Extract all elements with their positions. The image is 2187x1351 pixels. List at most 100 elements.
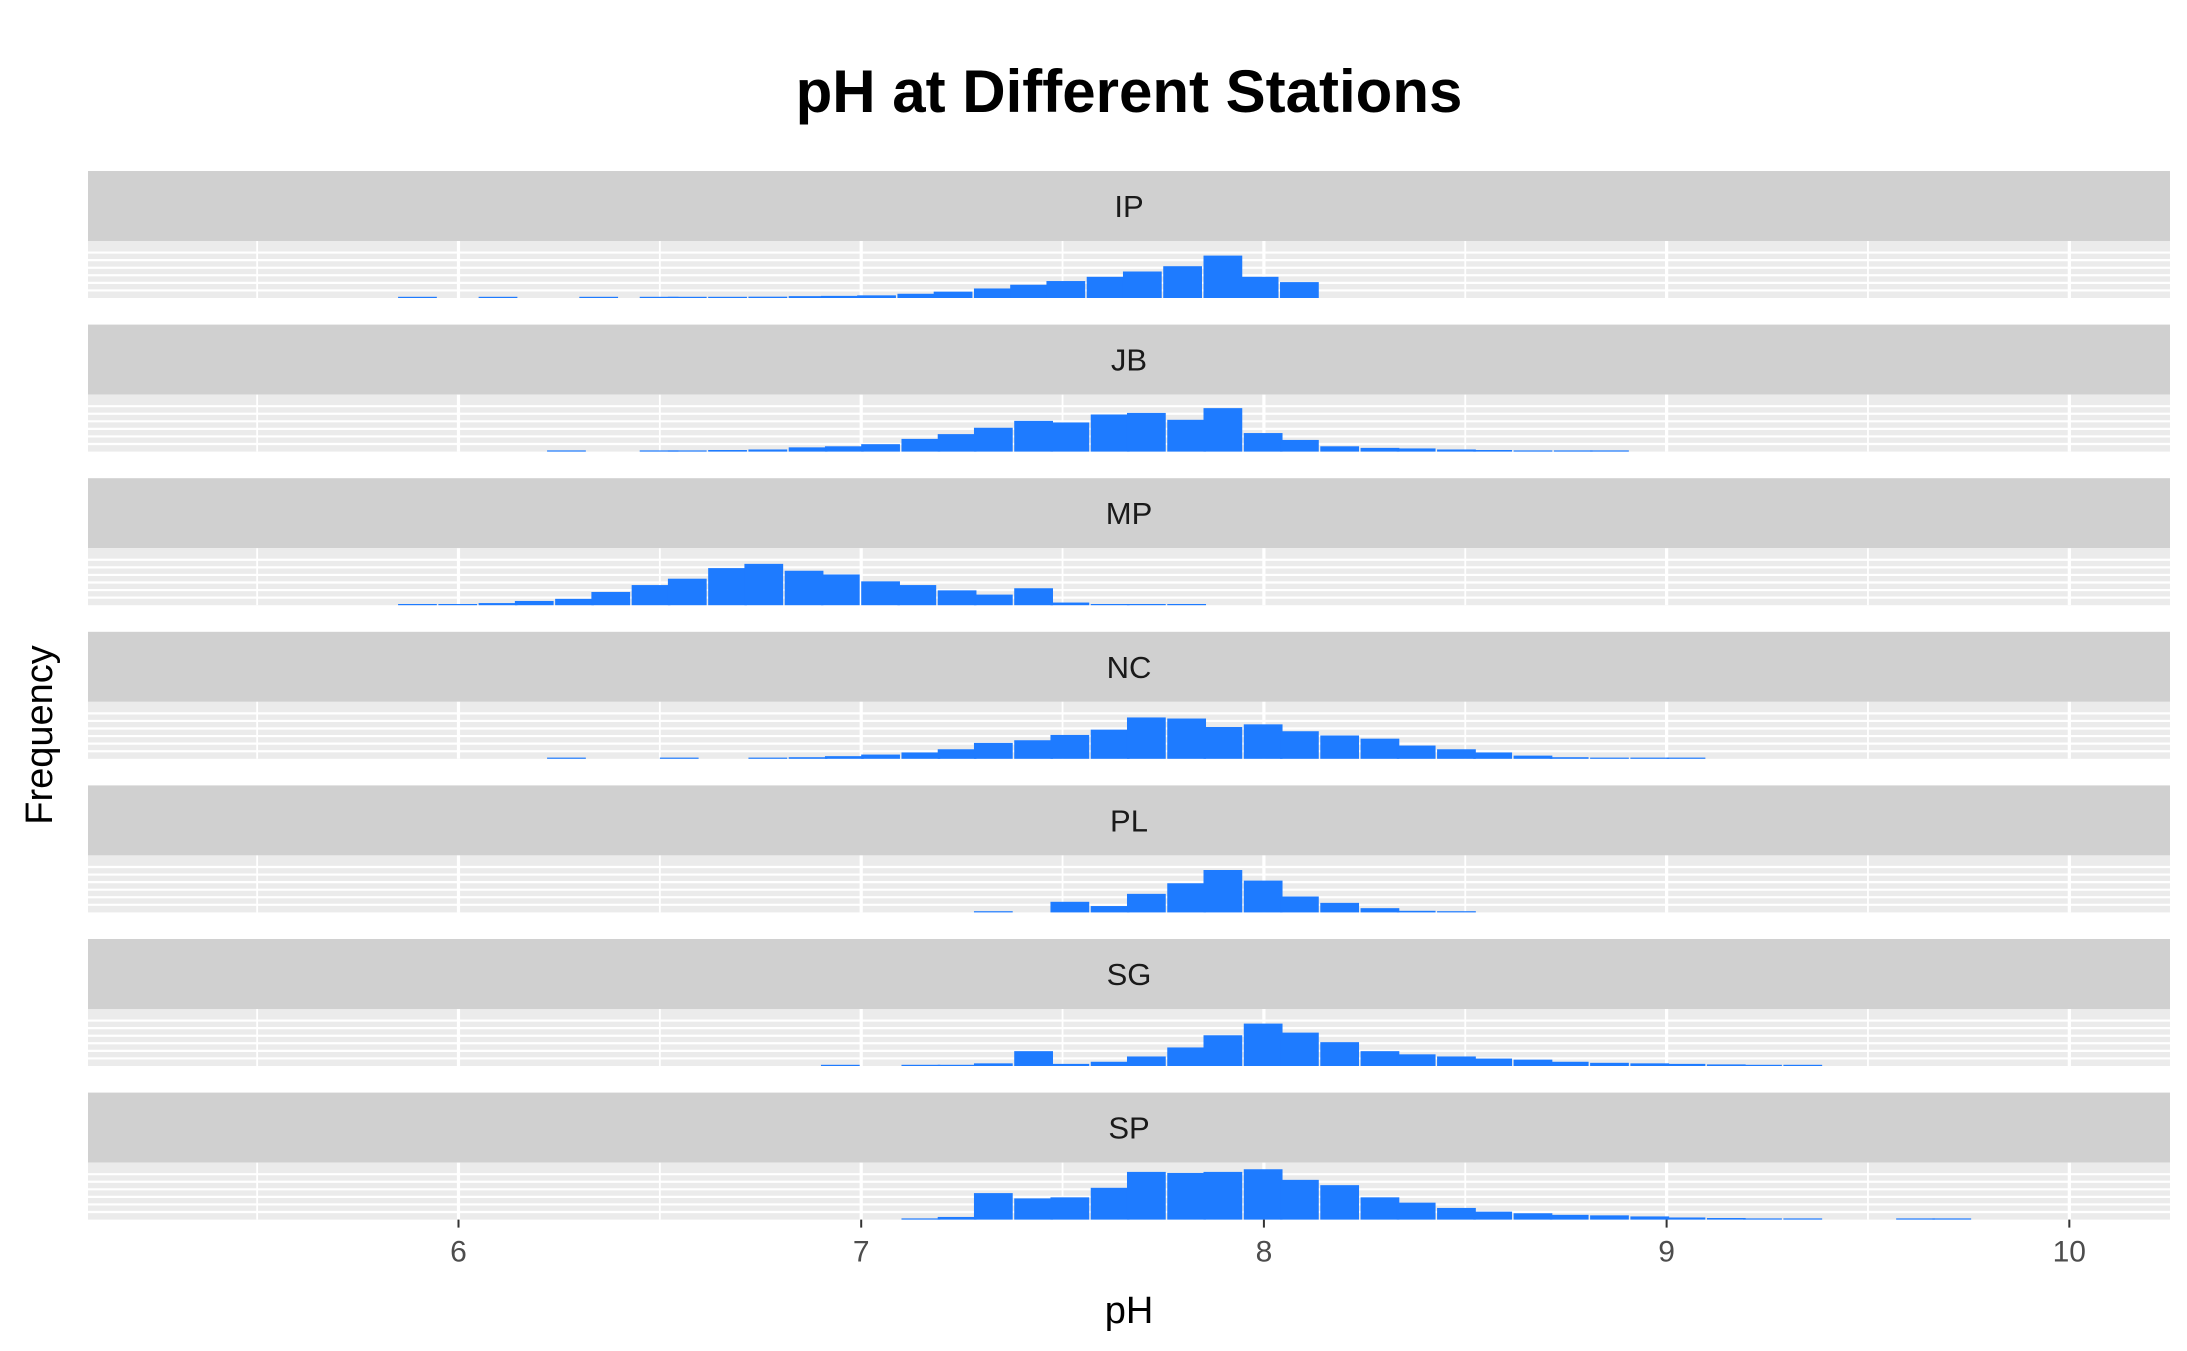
histogram-bar (438, 604, 478, 606)
histogram-bar (1243, 433, 1283, 452)
histogram-bar (1014, 1051, 1053, 1066)
histogram-bar (1549, 757, 1589, 759)
histogram-bar (639, 296, 679, 298)
histogram-bar (1046, 281, 1086, 298)
histogram-bar (1014, 1198, 1053, 1220)
facet-panel-nc: NC (88, 631, 2170, 759)
histogram-bar (1280, 282, 1319, 298)
histogram-bar (478, 603, 518, 606)
x-tick-label: 7 (853, 1236, 870, 1269)
histogram-bar (973, 1193, 1013, 1220)
facet-panel-ip: IP (88, 171, 2170, 298)
histogram-bar (1090, 414, 1130, 452)
histogram-bar (1167, 419, 1207, 452)
histogram-bar (788, 296, 828, 298)
histogram-bar (1243, 1023, 1283, 1066)
histogram-bar (1126, 604, 1166, 606)
facet-strip-label: SP (1108, 1111, 1149, 1146)
histogram-bar (973, 594, 1013, 606)
histogram-bar (1320, 735, 1360, 759)
histogram-bar (748, 296, 788, 298)
histogram-bar (1896, 1218, 1935, 1220)
histogram-bar (1783, 1064, 1823, 1066)
histogram-bar (1360, 1197, 1400, 1220)
histogram-bar (1050, 422, 1090, 452)
histogram-bar (1090, 604, 1130, 606)
histogram-bar (820, 1064, 860, 1066)
histogram-bar (861, 754, 900, 759)
histogram-bar (1050, 901, 1090, 913)
facet-strip-label: SG (1107, 957, 1152, 992)
histogram-bar (1280, 1032, 1319, 1066)
histogram-bar (1590, 757, 1629, 759)
histogram-bar (1122, 271, 1162, 298)
histogram-bar (1360, 1051, 1400, 1066)
histogram-bar (861, 444, 900, 452)
histogram-bar (1163, 266, 1202, 298)
histogram-bar (1473, 752, 1513, 759)
histogram-bar (1437, 1056, 1476, 1066)
facet-strip-label: MP (1106, 496, 1153, 531)
histogram-bar (901, 752, 941, 759)
histogram-bar (748, 449, 788, 452)
histogram-bar (1396, 910, 1436, 913)
histogram-bar (547, 450, 586, 452)
x-axis-label: pH (1105, 1290, 1154, 1332)
facet-strip (88, 1092, 2170, 1163)
histogram-bar (1666, 1063, 1706, 1066)
histogram-bar (708, 568, 747, 606)
histogram-bar (1473, 450, 1513, 452)
histogram-bar (1090, 1187, 1130, 1220)
histogram-bar (901, 1218, 941, 1220)
histogram-bar (398, 296, 437, 298)
histogram-bar (1630, 757, 1670, 759)
histogram-bar (937, 590, 977, 606)
histogram-bar (788, 447, 828, 452)
facet-panel-pl: PL (88, 785, 2170, 913)
histogram-bar (1014, 588, 1053, 606)
histogram-bar (1590, 450, 1629, 452)
histogram-bar (1203, 1035, 1243, 1066)
histogram-bar (897, 585, 937, 606)
histogram-bar (1437, 1207, 1476, 1220)
histogram-bar (1549, 1061, 1589, 1066)
histogram-bar (933, 291, 973, 298)
facet-strip (88, 171, 2170, 241)
histogram-bar (1666, 757, 1706, 759)
histogram-bar (937, 1064, 977, 1066)
histogram-bar (1473, 1058, 1513, 1066)
histogram-bar (1743, 1218, 1782, 1220)
histogram-bar (1513, 755, 1553, 759)
histogram-bar (973, 911, 1013, 913)
facet-strip-label: JB (1111, 343, 1147, 378)
histogram-bar (1320, 446, 1360, 452)
histogram-bar (1280, 731, 1319, 759)
y-axis-label: Frequency (19, 645, 61, 825)
facet-panel-sg: SG (88, 939, 2170, 1066)
histogram-bar (861, 581, 900, 606)
histogram-bar (897, 293, 937, 298)
histogram-bar (1090, 729, 1130, 759)
facet-strip-label: NC (1107, 650, 1152, 685)
chart-title: pH at Different Stations (796, 58, 1463, 125)
histogram-bar (1203, 727, 1243, 759)
histogram-bar (1706, 1064, 1746, 1066)
histogram-bar (708, 450, 747, 452)
histogram-bar (1239, 276, 1279, 298)
histogram-bar (1014, 740, 1053, 759)
histogram-bar (1549, 1214, 1589, 1220)
histogram-bar (1050, 1063, 1090, 1066)
histogram-bar (667, 578, 707, 606)
histogram-bar (1167, 883, 1207, 913)
histogram-bar (1167, 604, 1207, 606)
histogram-bar (748, 757, 788, 759)
facet-strip (88, 631, 2170, 702)
histogram-bar (1203, 1171, 1243, 1220)
histogram-bar (1437, 449, 1476, 452)
histogram-bar (1437, 911, 1476, 913)
histogram-bar (1590, 1062, 1629, 1066)
histogram-bar (1203, 255, 1243, 298)
facet-strip (88, 939, 2170, 1009)
histogram-bar (547, 757, 586, 759)
